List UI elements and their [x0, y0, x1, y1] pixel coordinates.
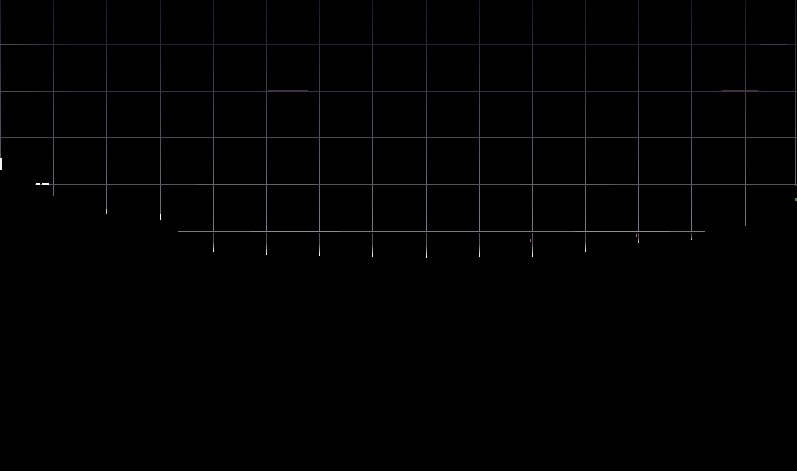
- highlight-segment: [760, 44, 788, 45]
- grid-vertical-line: [691, 0, 692, 232]
- grid-vertical-line: [426, 0, 427, 232]
- highlight-segment: [106, 209, 107, 214]
- grid-vertical-line: [319, 0, 320, 232]
- grid-tick-white-tip: [319, 233, 320, 256]
- grid-vertical-line: [745, 0, 746, 226]
- highlight-segment: [722, 90, 758, 91]
- grid-tick-white-tip: [691, 233, 692, 240]
- grid-horizontal-line: [0, 137, 797, 138]
- grid-horizontal-line: [0, 44, 797, 45]
- grid-horizontal-line: [35, 184, 797, 185]
- highlight-segment: [160, 214, 161, 220]
- grid-vertical-line: [532, 0, 533, 232]
- grid-horizontal-line: [0, 91, 797, 92]
- grid-vertical-line: [106, 0, 107, 214]
- grid-vertical-line: [638, 0, 639, 232]
- highlight-segment: [36, 183, 40, 185]
- grid-tick-white-tip: [213, 233, 214, 252]
- grid-tick-white-tip: [532, 233, 533, 257]
- highlight-segment: [575, 231, 670, 232]
- highlight-segment: [250, 231, 340, 232]
- grid-tick-white-tip: [266, 233, 267, 255]
- grid-vertical-line: [213, 0, 214, 232]
- highlight-segment: [520, 184, 610, 185]
- grid-vertical-line: [479, 0, 480, 232]
- grid-vertical-line: [266, 0, 267, 232]
- grid-vertical-line: [585, 0, 586, 232]
- grid-vertical-line: [372, 0, 373, 232]
- grid-tick-white-tip: [585, 233, 586, 252]
- highlight-segment: [42, 183, 49, 185]
- grid-tick-white-tip: [479, 233, 480, 257]
- grid-vertical-line: [0, 0, 1, 170]
- highlight-segment: [268, 90, 308, 91]
- grid-tick-white-tip: [372, 233, 373, 257]
- grid-vertical-line: [53, 0, 54, 196]
- grid-vertical-line: [795, 0, 796, 186]
- grid-vertical-line: [160, 0, 161, 220]
- noise-dot: [530, 239, 531, 242]
- grid-tick-white-tip: [426, 233, 427, 258]
- highlight-segment: [196, 184, 316, 185]
- noise-dot: [795, 198, 797, 201]
- noise-dot: [636, 234, 637, 237]
- highlight-segment: [0, 158, 2, 170]
- grid-tick-white-tip: [638, 233, 639, 243]
- grid-horizontal-line: [178, 231, 705, 232]
